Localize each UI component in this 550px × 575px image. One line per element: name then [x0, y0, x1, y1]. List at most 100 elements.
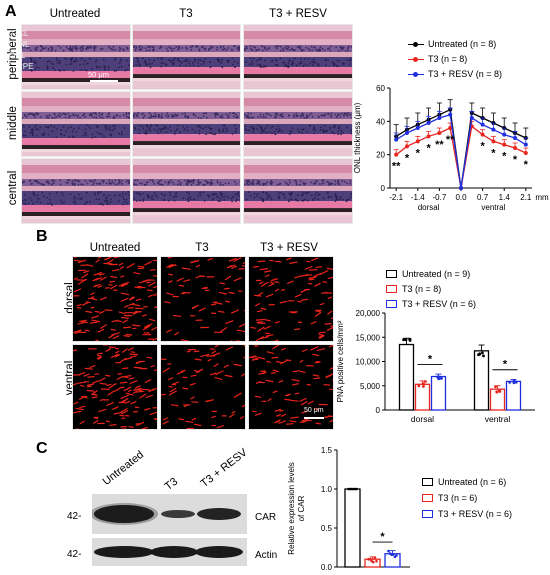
- chart-b-data-point: [482, 354, 485, 358]
- chart-c-y-tick-label: 1.5: [321, 446, 333, 455]
- chart-a-significance: **: [446, 134, 455, 146]
- legend-b-untreated-swatch: [386, 270, 397, 278]
- chart-b-y-tick-label: 10,000: [356, 358, 381, 367]
- blot-lane-t3: T3: [162, 475, 181, 493]
- blot-band-actin-label: Actin: [255, 550, 278, 561]
- chart-a-x-tick-label: 0.7: [477, 193, 489, 202]
- chart-a-point: [480, 132, 485, 137]
- chart-a-significance: *: [513, 154, 518, 166]
- pna-tile: [72, 256, 158, 342]
- chart-a-point: [523, 142, 528, 147]
- chart-b-data-point: [421, 382, 425, 386]
- legend-c-untreated-swatch: [422, 478, 433, 486]
- chart-a-point: [415, 126, 420, 130]
- chart-a-point: [491, 127, 496, 132]
- chart-a-point: [394, 137, 399, 142]
- chart-a-point: [513, 146, 518, 150]
- chart-b-y-tick-label: 15,000: [356, 333, 381, 342]
- chart-a-point: [491, 139, 496, 144]
- blot-marker-car: 42-: [67, 511, 82, 522]
- chart-a-point: [448, 126, 453, 130]
- layer-label-onl: ONL: [9, 51, 26, 60]
- legend-b-t3: T3 (n = 8): [386, 284, 441, 294]
- chart-b-data-point: [404, 338, 408, 342]
- chart-b-y-label: PNA positive cells/mm²: [336, 320, 345, 402]
- chart-a-x-tick-label: -2.1: [389, 193, 403, 202]
- chart-a-significance: *: [426, 142, 431, 154]
- pna-tile: [248, 344, 334, 430]
- chart-c-data-point: [372, 560, 375, 564]
- chart-a-x-tick-label: 0.0: [455, 193, 467, 202]
- panel-b-header-t3-resv: T3 + RESV: [260, 242, 318, 254]
- chart-b-data-point: [508, 381, 512, 384]
- panel-a-row-middle: middle: [7, 106, 19, 140]
- chart-a-x-tick-label: -0.7: [432, 193, 446, 202]
- legend-b-untreated: Untreated (n = 9): [386, 269, 470, 279]
- chart-b-data-point: [512, 379, 516, 383]
- blot-band-car-label: CAR: [255, 512, 277, 523]
- chart-a-point: [469, 116, 474, 120]
- chart-a-point: [426, 134, 431, 139]
- retina-tile: [21, 158, 131, 224]
- chart-b-data-point: [498, 390, 502, 393]
- chart-c-y-tick-label: 0.5: [321, 524, 333, 533]
- chart-a-point: [523, 151, 528, 155]
- panel-a-row-central: central: [7, 170, 19, 206]
- chart-b-data-point: [402, 338, 405, 342]
- chart-a-y-tick-label: 60: [376, 84, 385, 93]
- chart-b-data-point: [422, 385, 425, 388]
- chart-a-point: [404, 144, 409, 149]
- chart-a-x-tick-label: 1.4: [499, 193, 511, 202]
- chart-c-y-label-line1: Relative expression levels: [287, 462, 296, 555]
- chart-a-significance: *: [502, 151, 507, 163]
- chart-c-y-tick-label: 0.0: [321, 563, 333, 572]
- retina-tile: [132, 158, 241, 224]
- retina-tile: [21, 24, 131, 90]
- blot-marker-actin: 42-: [67, 549, 82, 560]
- retina-tile: [132, 91, 241, 157]
- chart-c-data-point: [368, 557, 372, 561]
- chart-b-data-point: [437, 375, 441, 379]
- chart-a-point: [426, 121, 431, 125]
- chart-a-y-tick-label: 40: [376, 117, 385, 126]
- chart-c-data-point: [392, 553, 395, 556]
- retina-tile: [243, 24, 353, 90]
- chart-b-data-point: [424, 380, 427, 383]
- chart-a-point: [415, 139, 420, 144]
- panel-b-scale-bar: [304, 417, 324, 419]
- layer-label-gcl: GCL: [12, 29, 29, 38]
- chart-a-point: [437, 116, 442, 120]
- chart-b-data-point: [495, 390, 499, 394]
- retina-tile: [21, 91, 131, 157]
- panel-b-letter: B: [36, 228, 48, 245]
- chart-a-y-label: ONL thickness (μm): [353, 102, 362, 173]
- chart-a-x-tick-label: 2.1: [520, 193, 532, 202]
- chart-a-x-unit: mm: [535, 193, 549, 202]
- legend-a-untreated-swatch: [408, 40, 424, 48]
- chart-b-y-tick-label: 5,000: [360, 382, 381, 391]
- chart-b-bar: [473, 350, 490, 411]
- western-blot-actin: [92, 538, 247, 566]
- blot-lane-untreated: Untreated: [100, 448, 147, 488]
- chart-a-significance: *: [491, 147, 496, 159]
- legend-c-t3-swatch: [422, 494, 433, 502]
- chart-b-data-point: [478, 352, 482, 356]
- chart-b-data-point: [417, 384, 421, 388]
- chart-a-point: [404, 131, 409, 135]
- pna-bar-chart: 0 5,000 10,000 15,000 20,000 PNA positive cel…: [336, 309, 535, 424]
- retina-tile: [243, 158, 353, 224]
- blot-lane-t3-resv: T3 + RESV: [198, 446, 250, 490]
- panel-a-header-untreated: Untreated: [49, 8, 101, 20]
- panel-a-scale-bar: [90, 80, 118, 82]
- legend-c-t3: T3 (n = 6): [422, 493, 477, 503]
- chart-c-y-label-line2: of CAR: [297, 495, 306, 521]
- chart-b-data-point: [440, 377, 443, 380]
- chart-a-point: [513, 136, 518, 140]
- panel-b-header-untreated: Untreated: [89, 242, 141, 254]
- legend-c-t3-resv-swatch: [422, 510, 433, 518]
- onl-thickness-line-chart: 0 20 40 60 -2.1 -1.4 -0.7 0.0 0.7 1.4 2.1 mm dorsal v…: [353, 84, 549, 210]
- chart-a-region-ventral: ventral: [481, 203, 505, 210]
- chart-a-point: [502, 142, 507, 147]
- chart-b-data-point: [481, 351, 484, 355]
- chart-b-y-tick-label: 20,000: [356, 309, 381, 318]
